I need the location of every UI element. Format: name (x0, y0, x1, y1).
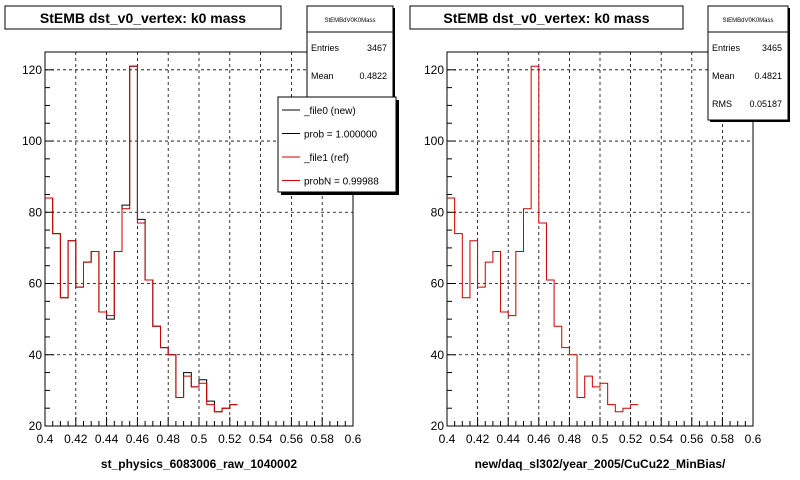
x-tick-label: 0.44 (95, 432, 119, 446)
y-tick-label: 20 (29, 419, 43, 433)
x-tick-label: 0.46 (126, 432, 150, 446)
y-tick-label: 60 (431, 277, 445, 291)
stats-value: 3467 (367, 43, 387, 53)
title-box (409, 5, 684, 30)
stats-title: StEMBdV0K0Mass (324, 18, 375, 24)
chart-title: StEMB dst_v0_vertex: k0 mass (443, 10, 649, 26)
legend-box (277, 96, 397, 193)
stats-box (707, 5, 789, 121)
x-tick-label: 0.58 (311, 432, 335, 446)
y-tick-label: 60 (29, 277, 43, 291)
y-tick-label: 120 (22, 63, 42, 77)
histogram-series-2 (45, 65, 238, 413)
stats-value: 3465 (762, 43, 782, 53)
legend-entry: _file1 (ref) (303, 153, 349, 164)
stats-value: 0.05187 (749, 99, 782, 109)
chart-panel-2: 0.4 0.42 0.44 0.46 0.48 0.5 0.52 0.54 0.56 0.58 0.… (409, 5, 790, 471)
x-tick-label: 0.42 (466, 432, 490, 446)
y-tick-label: 40 (431, 348, 445, 362)
histogram-series-1 (447, 65, 639, 413)
x-tick-label: 0.48 (157, 432, 181, 446)
x-tick-label: 0.48 (558, 432, 582, 446)
x-tick-label: 0.52 (619, 432, 643, 446)
legend-entry: prob = 1.000000 (304, 130, 378, 141)
stats-value: 0.4822 (359, 71, 387, 81)
x-tick-label: 0.4 (439, 432, 456, 446)
stats-value: 0.4821 (754, 71, 782, 81)
stats-title: StEMBdV0K0Mass (722, 18, 773, 24)
x-tick-label: 0.52 (218, 432, 242, 446)
stats-label: RMS (712, 99, 732, 109)
x-axis-label: st_physics_6083006_raw_1040002 (101, 457, 297, 471)
y-tick-label: 80 (29, 205, 43, 219)
x-tick-label: 0.46 (527, 432, 551, 446)
x-tick-label: 0.5 (191, 432, 208, 446)
x-tick-label: 0.44 (497, 432, 521, 446)
x-tick-label: 0.56 (680, 432, 704, 446)
stats-label: Mean (311, 71, 334, 81)
y-tick-label: 100 (22, 134, 42, 148)
x-tick-label: 0.56 (280, 432, 304, 446)
x-tick-label: 0.6 (345, 432, 362, 446)
x-tick-label: 0.54 (650, 432, 674, 446)
x-tick-label: 0.58 (711, 432, 735, 446)
legend-entry: _file0 (new) (303, 106, 356, 117)
chart-panel-1: 0.4 0.42 0.44 0.46 0.48 0.5 0.52 0.54 0.56 0.58 0.… (4, 5, 399, 471)
y-tick-label: 120 (424, 63, 444, 77)
x-tick-label: 0.4 (37, 432, 54, 446)
x-tick-label: 0.5 (592, 432, 609, 446)
stats-label: Entries (311, 43, 340, 53)
x-tick-label: 0.6 (745, 432, 762, 446)
x-tick-label: 0.42 (64, 432, 88, 446)
chart-title: StEMB dst_v0_vertex: k0 mass (40, 10, 246, 26)
y-tick-label: 80 (431, 205, 445, 219)
x-axis-label: new/daq_sl302/year_2005/CuCu22_MinBias/ (475, 457, 726, 471)
y-tick-label: 100 (424, 134, 444, 148)
y-tick-label: 40 (29, 348, 43, 362)
x-tick-label: 0.54 (249, 432, 273, 446)
y-tick-label: 20 (431, 419, 445, 433)
stats-label: Mean (712, 71, 735, 81)
legend-entry: probN = 0.99988 (304, 177, 379, 188)
title-box (4, 5, 282, 30)
stats-label: Entries (712, 43, 741, 53)
